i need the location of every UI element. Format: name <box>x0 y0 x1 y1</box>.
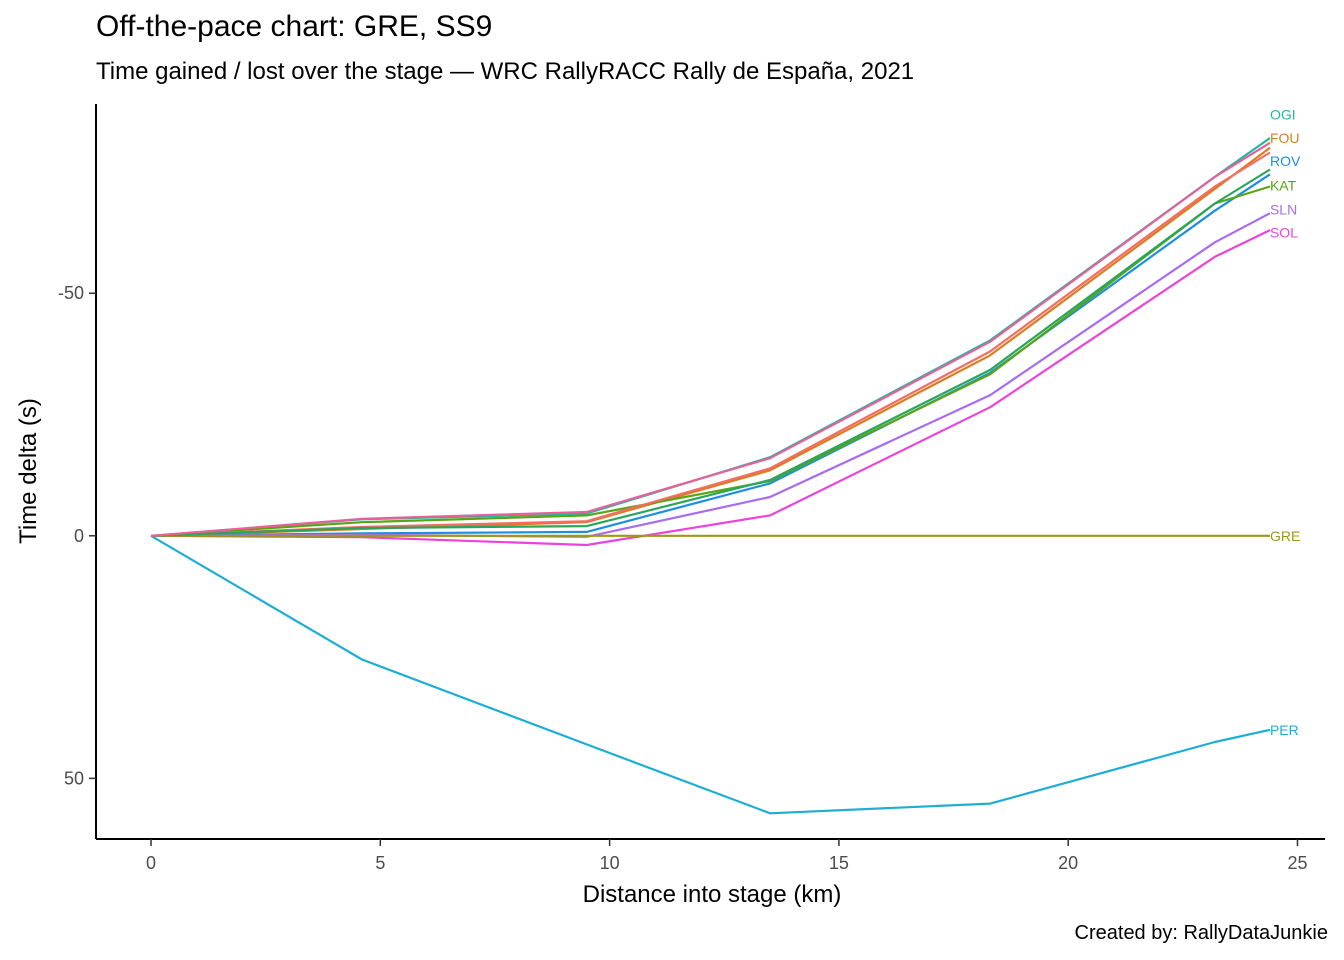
x-tick-label: 10 <box>600 853 620 873</box>
series-line-unlabeled-10 <box>150 141 1271 537</box>
chart-subtitle: Time gained / lost over the stage — WRC … <box>96 58 915 85</box>
series-line-sol <box>150 229 1271 547</box>
x-tick-label: 0 <box>146 853 156 873</box>
x-tick-label: 25 <box>1287 853 1307 873</box>
series-line-unlabeled-9 <box>150 168 1271 537</box>
series-label-per: PER <box>1270 722 1299 738</box>
series-line-kat <box>150 185 1271 537</box>
series-label-rov: ROV <box>1270 153 1301 169</box>
series-label-fou: FOU <box>1270 130 1300 146</box>
series-line-unlabeled-8 <box>150 151 1271 537</box>
y-axis-ticks: -50 0 50 <box>58 283 96 788</box>
y-tick-label: 50 <box>64 768 84 788</box>
x-tick-label: 20 <box>1058 853 1078 873</box>
series-label-sol: SOL <box>1270 225 1298 241</box>
series-line-rov <box>150 173 1271 537</box>
series-label-gre: GRE <box>1270 528 1300 544</box>
y-tick-label: -50 <box>58 283 84 303</box>
series-end-labels: OGI FOU ROV KAT SLN SOL GRE PER <box>1270 107 1301 738</box>
y-tick-label: 0 <box>74 526 84 546</box>
series-label-ogi: OGI <box>1270 107 1296 123</box>
series-label-sln: SLN <box>1270 201 1297 217</box>
series-line-per <box>150 534 1271 815</box>
x-axis-title: Distance into stage (km) <box>583 881 842 908</box>
series-lines <box>150 137 1271 815</box>
x-tick-label: 5 <box>375 853 385 873</box>
series-label-kat: KAT <box>1270 178 1297 194</box>
chart-title: Off-the-pace chart: GRE, SS9 <box>96 10 493 43</box>
series-line-fou <box>150 146 1271 537</box>
y-axis-title: Time delta (s) <box>15 398 42 544</box>
x-axis-ticks: 0 5 10 15 20 25 <box>146 839 1308 873</box>
chart-caption: Created by: RallyDataJunkie <box>1074 922 1328 944</box>
x-tick-label: 15 <box>829 853 849 873</box>
